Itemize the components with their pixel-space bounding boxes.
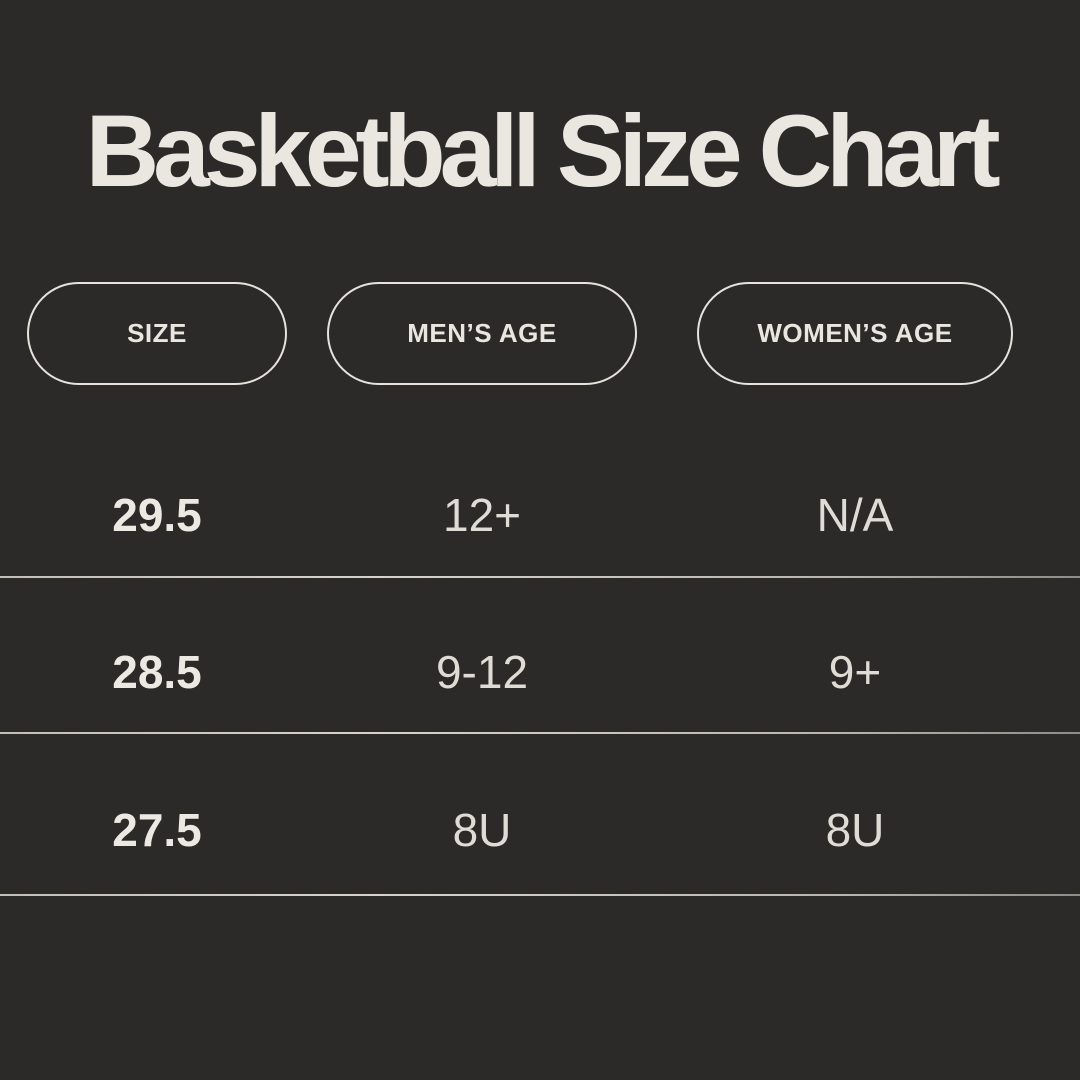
cell-womens-age: 8U [825, 804, 885, 856]
page-title: Basketball Size Chart [85, 94, 1001, 208]
column-header-womens-age-label: WOMEN’S AGE [757, 318, 953, 348]
cell-size: 29.5 [112, 489, 202, 541]
column-header-size-label: SIZE [127, 318, 187, 348]
cell-mens-age: 12+ [442, 489, 522, 541]
column-header-size: SIZE [27, 282, 287, 385]
cell-mens-age: 8U [452, 804, 512, 856]
table-header-row: SIZE MEN’S AGE WOMEN’S AGE [0, 282, 1080, 385]
column-header-womens-age: WOMEN’S AGE [697, 282, 1013, 385]
row-divider [0, 894, 1080, 896]
row-divider [0, 576, 1080, 578]
cell-womens-age: N/A [816, 489, 894, 541]
cell-size: 27.5 [112, 804, 202, 856]
row-divider [0, 732, 1080, 734]
cell-mens-age: 9-12 [435, 646, 529, 698]
cell-womens-age: 9+ [828, 646, 882, 698]
table-row: 29.5 12+ N/A [0, 480, 1080, 550]
table-row: 28.5 9-12 9+ [0, 637, 1080, 707]
column-header-mens-age: MEN’S AGE [327, 282, 637, 385]
table-row: 27.5 8U 8U [0, 795, 1080, 865]
column-header-mens-age-label: MEN’S AGE [407, 318, 557, 348]
cell-size: 28.5 [112, 646, 202, 698]
